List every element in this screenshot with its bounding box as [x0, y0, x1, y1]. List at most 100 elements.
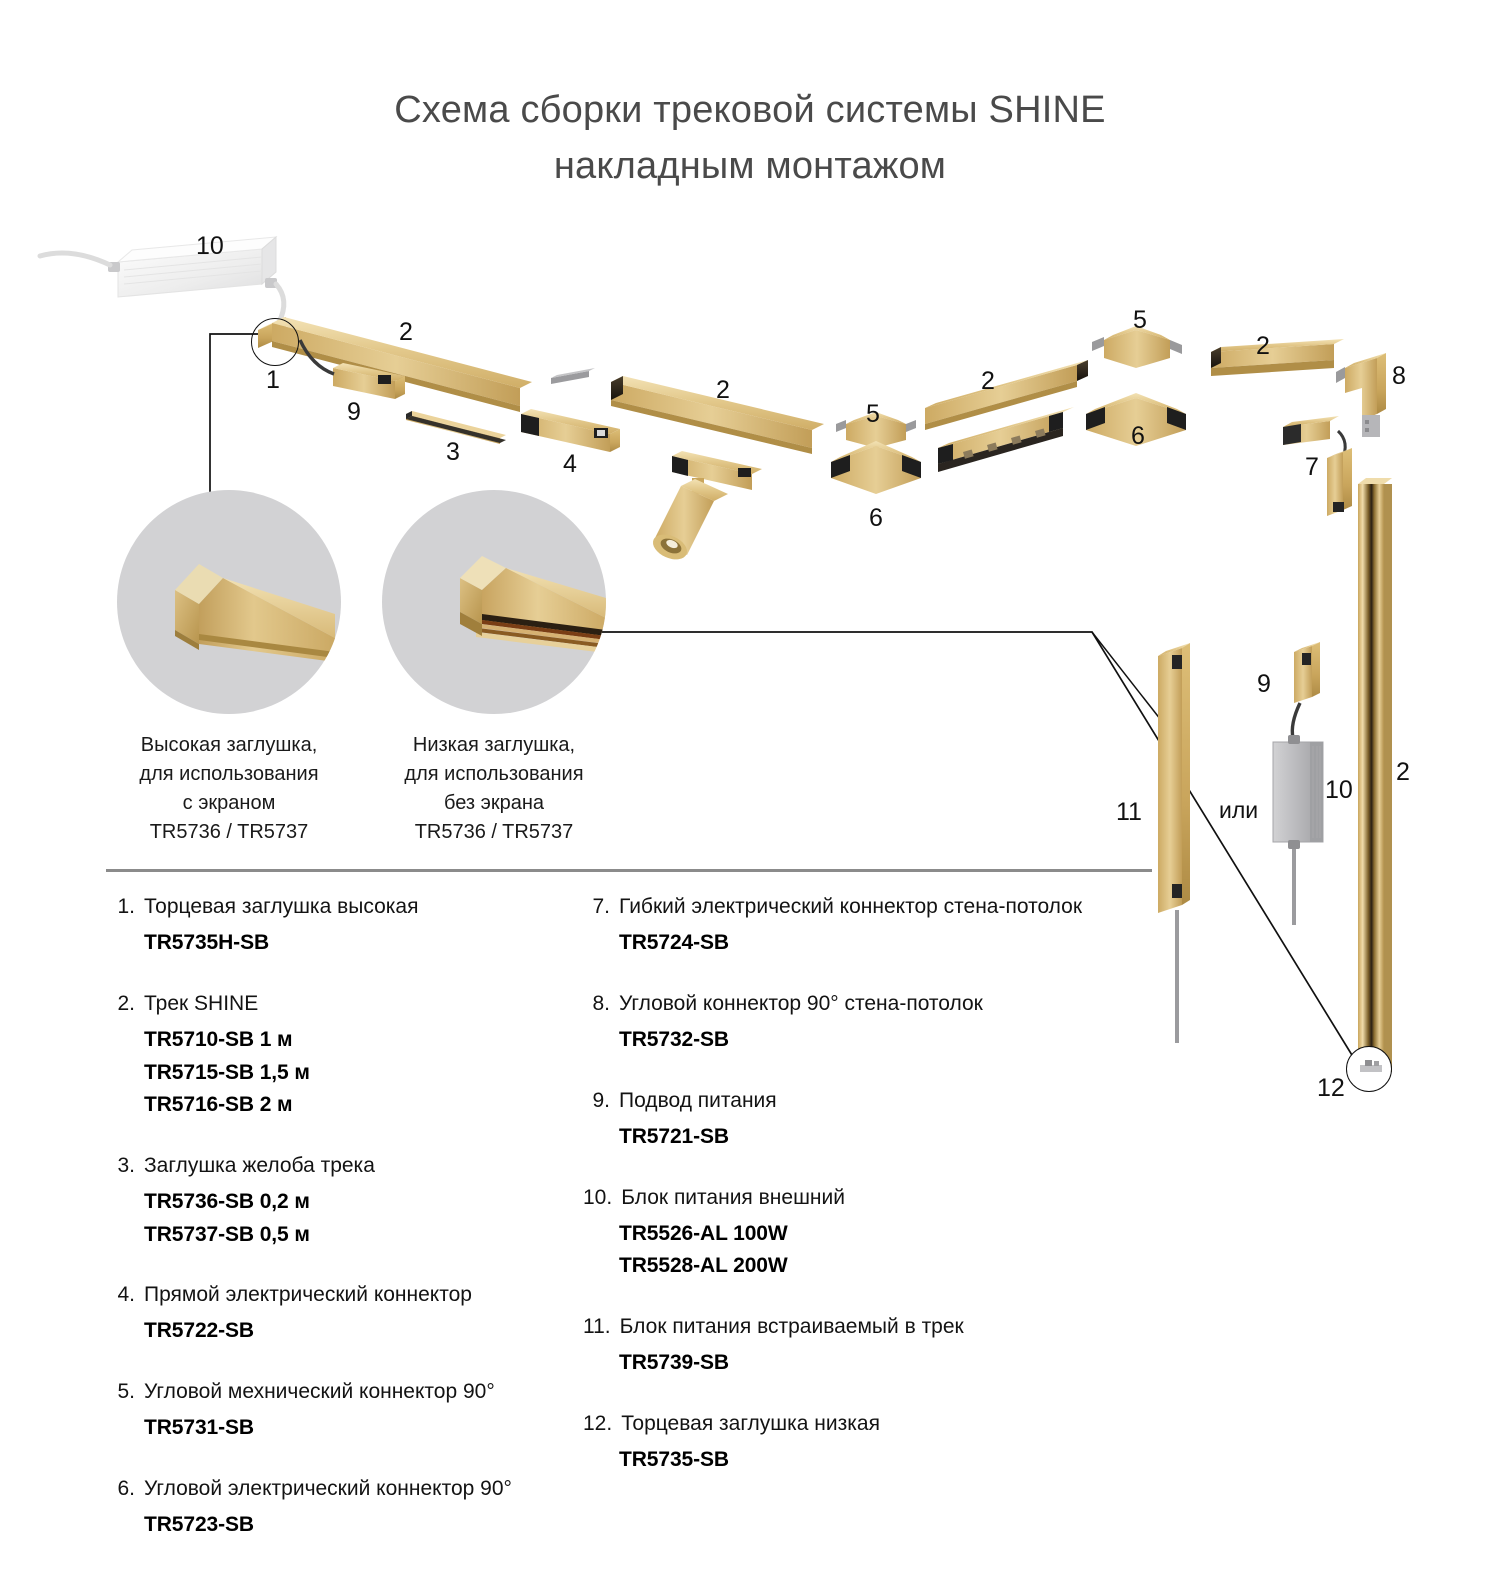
- legend-index: 4.: [117, 1283, 135, 1307]
- legend-index: 12.: [583, 1411, 613, 1435]
- label-corner-elec-left: 6: [869, 504, 883, 532]
- legend-code: TR5710-SB 1 м: [144, 1028, 293, 1052]
- highlight-ring-endcap-high: [251, 318, 299, 366]
- part-track-vertical: [1358, 478, 1392, 1072]
- legend-item-2: 2. Трек SHINE TR5710-SB 1 м TR5715-SB 1,…: [108, 990, 568, 1122]
- label-psu-external: 10: [1325, 776, 1353, 804]
- legend-item-7: 7. Гибкий электрический коннектор стена-…: [583, 893, 1113, 960]
- label-corner-elec-right: 6: [1131, 422, 1145, 450]
- legend-code: TR5731-SB: [144, 1416, 254, 1440]
- legend-code: TR5724-SB: [619, 931, 729, 955]
- legend-column-right: 7. Гибкий электрический коннектор стена-…: [583, 893, 1113, 1507]
- legend-code: TR5732-SB: [619, 1028, 729, 1052]
- legend-code: TR5722-SB: [144, 1319, 254, 1343]
- label-corner-mech-left: 5: [866, 400, 880, 428]
- part-psu-external-right: [1272, 735, 1324, 925]
- legend-code: TR5736-SB 0,2 м: [144, 1190, 310, 1214]
- legend-name: Торцевая заглушка низкая: [621, 1411, 880, 1435]
- legend-name: Трек SHINE: [144, 991, 259, 1015]
- legend-item-12: 12. Торцевая заглушка низкая TR5735-SB: [583, 1410, 1113, 1477]
- legend-name: Заглушка желоба трека: [144, 1153, 375, 1177]
- legend-code: TR5528-AL 200W: [619, 1254, 788, 1278]
- page-title: Схема сборки трековой системы SHINE накл…: [0, 82, 1500, 194]
- legend-name: Угловой электрический коннектор 90°: [144, 1476, 512, 1500]
- callout-circle-high-cap: [117, 490, 341, 714]
- label-track-vertical: 2: [1396, 758, 1410, 786]
- part-straight-connector: [521, 409, 620, 452]
- part-power-feed-a: [298, 339, 405, 399]
- legend-name: Торцевая заглушка высокая: [144, 895, 419, 918]
- title-line-2: накладным монтажом: [553, 145, 947, 188]
- legend-item-1: 1. Торцевая заглушка высокая TR5735H-SB: [108, 893, 568, 960]
- legend-code: TR5737-SB 0,5 м: [144, 1222, 310, 1246]
- legend-index: 9.: [592, 1088, 610, 1112]
- legend-code: TR5739-SB: [619, 1351, 729, 1375]
- callout-low-cap-art: [460, 556, 606, 653]
- legend-index: 2.: [117, 991, 135, 1015]
- label-power-feed-a: 9: [347, 398, 361, 426]
- label-power-feed-b: 9: [1257, 670, 1271, 698]
- legend-code: TR5715-SB 1,5 м: [144, 1060, 310, 1084]
- legend-name: Блок питания встраиваемый в трек: [619, 1314, 964, 1338]
- part-grey-chip: [551, 368, 595, 384]
- legend-name: Подвод питания: [619, 1088, 777, 1112]
- legend-code: TR5723-SB: [144, 1513, 254, 1537]
- legend-code: TR5735-SB: [619, 1448, 729, 1472]
- callout-circle-low-cap: [382, 490, 606, 714]
- legend-name: Прямой электрический коннектор: [144, 1283, 472, 1307]
- legend-item-5: 5. Угловой мехнический коннектор 90° TR5…: [108, 1378, 568, 1445]
- diagram-canvas: Схема сборки трековой системы SHINE накл…: [0, 82, 1500, 1536]
- label-straight-conn: 4: [563, 450, 577, 478]
- legend-code: TR5716-SB 2 м: [144, 1093, 293, 1117]
- label-endcap-low: 12: [1317, 1074, 1345, 1102]
- legend-index: 8.: [592, 991, 610, 1015]
- legend-name: Угловой коннектор 90° стена-потолок: [619, 991, 983, 1015]
- legend-item-4: 4. Прямой электрический коннектор TR5722…: [108, 1281, 568, 1348]
- legend-item-10: 10. Блок питания внешний TR5526-AL 100W …: [583, 1184, 1113, 1283]
- legend-index: 7.: [592, 895, 610, 918]
- leader-line-high-cap: [209, 333, 262, 492]
- part-corner-elec-left: [831, 441, 921, 494]
- part-spotlight: [652, 451, 762, 560]
- part-track-c: [925, 360, 1088, 430]
- label-channel-cover: 3: [446, 438, 460, 466]
- legend-code: TR5735H-SB: [144, 931, 270, 955]
- label-psu-top: 10: [196, 232, 224, 260]
- section-divider: [106, 869, 1152, 872]
- callout-caption-low-cap: Низкая заглушка, для использования без э…: [404, 734, 584, 843]
- part-psu-in-track: [1158, 643, 1190, 1043]
- legend-index: 6.: [117, 1476, 135, 1500]
- label-psu-in-track: 11: [1116, 798, 1142, 826]
- legend-name: Угловой мехнический коннектор 90°: [144, 1380, 495, 1404]
- legend-column-left: 1. Торцевая заглушка высокая TR5735H-SB …: [108, 893, 568, 1572]
- legend-name: Блок питания внешний: [621, 1185, 845, 1209]
- label-track-c: 2: [981, 367, 995, 395]
- legend-item-6: 6. Угловой электрический коннектор 90° T…: [108, 1475, 568, 1542]
- leader-line-psu-track: [1091, 631, 1176, 739]
- part-track-c-lower: [938, 407, 1074, 472]
- title-line-1: Схема сборки трековой системы SHINE: [394, 89, 1106, 131]
- label-corner-mech-top: 5: [1133, 306, 1147, 334]
- legend-index: 5.: [117, 1380, 135, 1404]
- legend-item-3: 3. Заглушка желоба трека TR5736-SB 0,2 м…: [108, 1152, 568, 1251]
- callout-caption-high-cap: Высокая заглушка, для использования с эк…: [139, 734, 319, 843]
- label-flex-conn: 7: [1305, 453, 1319, 481]
- highlight-ring-endcap-low: [1346, 1046, 1392, 1092]
- legend-item-9: 9. Подвод питания TR5721-SB: [583, 1087, 1113, 1154]
- part-track-d: [1211, 339, 1344, 376]
- legend-index: 11.: [583, 1314, 611, 1338]
- label-or: или: [1219, 797, 1259, 823]
- legend-code: TR5526-AL 100W: [619, 1221, 788, 1245]
- legend-index: 3.: [117, 1153, 135, 1177]
- label-corner-90-wall: 8: [1392, 362, 1406, 390]
- part-power-feed-b: [1290, 642, 1320, 739]
- legend-item-11: 11. Блок питания встраиваемый в трек TR5…: [583, 1313, 1113, 1380]
- label-track-d: 2: [1256, 332, 1270, 360]
- legend-code: TR5721-SB: [619, 1124, 729, 1148]
- legend-index: 10.: [583, 1185, 613, 1209]
- legend-index: 1.: [117, 895, 135, 918]
- legend-name: Гибкий электрический коннектор стена-пот…: [619, 895, 1083, 918]
- part-psu-external-top: [37, 235, 287, 325]
- label-endcap-high: 1: [266, 366, 280, 394]
- legend-item-8: 8. Угловой коннектор 90° стена-потолок T…: [583, 990, 1113, 1057]
